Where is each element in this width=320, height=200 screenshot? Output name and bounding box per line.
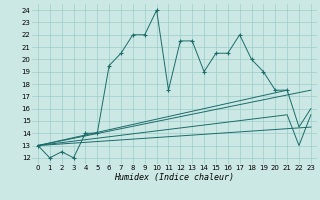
X-axis label: Humidex (Indice chaleur): Humidex (Indice chaleur) bbox=[115, 173, 234, 182]
